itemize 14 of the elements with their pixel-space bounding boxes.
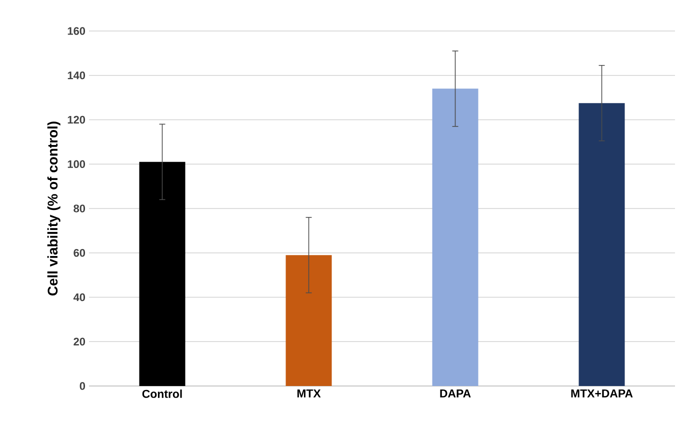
y-tick-label: 120 — [68, 116, 86, 124]
y-axis-title: Cell viability (% of control) — [47, 122, 60, 296]
x-tick-label: MTX+DAPA — [571, 390, 633, 398]
x-tick-label: MTX — [297, 390, 321, 398]
y-tick-label: 60 — [74, 249, 86, 257]
y-tick-label: 140 — [68, 72, 86, 80]
y-tick-label: 40 — [73, 293, 86, 302]
y-tick-label: 100 — [68, 160, 86, 168]
x-tick-label: Control — [142, 390, 182, 398]
y-tick-label: 160 — [68, 27, 86, 35]
y-tick-label: 20 — [74, 338, 86, 346]
x-tick-label: DAPA — [440, 390, 471, 398]
y-tick-label: 80 — [74, 204, 86, 212]
y-tick-label: 0 — [80, 382, 86, 390]
